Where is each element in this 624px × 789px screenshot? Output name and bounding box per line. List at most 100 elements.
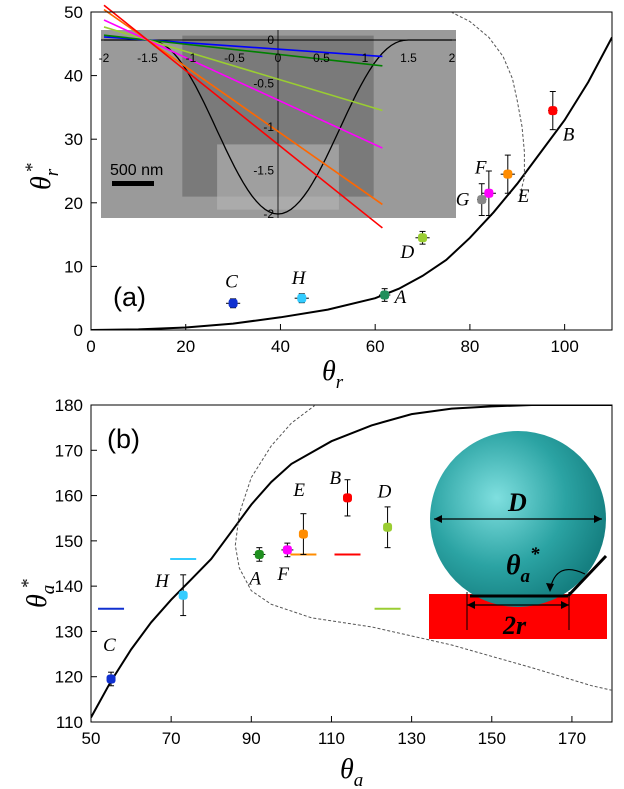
point-label: B bbox=[563, 125, 575, 146]
diameter-arrow-right bbox=[594, 515, 602, 523]
point-label: E bbox=[517, 186, 530, 207]
scale-bar-label: 500 nm bbox=[110, 162, 163, 179]
marker bbox=[477, 195, 487, 205]
point-label: E bbox=[292, 480, 305, 501]
marker bbox=[342, 493, 352, 503]
data-point-g: G bbox=[456, 183, 487, 217]
tangent-line bbox=[103, 4, 383, 229]
x-tick-label: 40 bbox=[271, 337, 290, 356]
inset-y-tick: -1 bbox=[263, 120, 274, 134]
y-tick-label: 140 bbox=[55, 577, 83, 596]
marker bbox=[548, 106, 558, 116]
inset-x-tick: 1.5 bbox=[400, 51, 417, 65]
inset-x-tick: -2 bbox=[99, 51, 110, 65]
y-tick-label: 0 bbox=[74, 321, 83, 340]
inset-x-tick: 0 bbox=[275, 51, 282, 65]
inset-x-tick: 1 bbox=[362, 51, 369, 65]
inset-y-tick: -1.5 bbox=[253, 164, 274, 178]
model-curve-solid bbox=[91, 36, 612, 330]
panel-b: 50 70 90 110 130 150 170 110 120 130 140 150 160 170 1… bbox=[18, 396, 613, 789]
angle-arrowhead bbox=[546, 583, 554, 592]
data-point-h: H bbox=[154, 571, 188, 617]
base-arrow-left bbox=[467, 601, 475, 609]
y-tick-label: 30 bbox=[64, 130, 83, 149]
data-point-c: C bbox=[225, 271, 241, 309]
marker bbox=[228, 298, 238, 308]
x-tick-label: 150 bbox=[478, 729, 506, 748]
y-tick-label: 110 bbox=[56, 713, 83, 732]
y-tick-label: 120 bbox=[55, 668, 83, 687]
x-tick-label: 80 bbox=[460, 337, 479, 356]
diameter-arrow-left bbox=[434, 515, 442, 523]
diameter-label: D bbox=[507, 488, 527, 517]
x-axis-label: θa bbox=[340, 754, 363, 789]
x-axis-label-main: θ bbox=[322, 356, 336, 387]
data-point-a: A bbox=[378, 287, 407, 308]
y-tick-label: 130 bbox=[55, 622, 83, 641]
x-tick-label: 100 bbox=[550, 337, 578, 356]
base-label: 2r bbox=[502, 611, 527, 640]
marker bbox=[298, 529, 308, 539]
y-axis-label-sup: * bbox=[22, 163, 43, 173]
data-point-f: F bbox=[474, 157, 496, 217]
y-tick-label: 20 bbox=[64, 194, 83, 213]
inset-y-tick: -0.5 bbox=[253, 77, 274, 91]
point-label: A bbox=[247, 568, 261, 589]
plot-frame bbox=[90, 404, 613, 723]
y-tick-label: 150 bbox=[55, 532, 83, 551]
y-tick-label: 40 bbox=[64, 67, 83, 86]
marker bbox=[380, 290, 390, 300]
data-point-a: A bbox=[247, 547, 266, 589]
panel-label: (b) bbox=[107, 424, 140, 454]
angle-label-sub: a bbox=[521, 566, 531, 587]
inset-x-tick: 0.5 bbox=[313, 51, 330, 65]
point-label: C bbox=[103, 635, 116, 656]
angle-label-sup: * bbox=[530, 544, 540, 565]
data-point-e: E bbox=[292, 480, 308, 555]
angle-label: θa* bbox=[506, 544, 540, 587]
panel-label: (a) bbox=[113, 282, 146, 312]
x-tick-label: 110 bbox=[318, 729, 345, 748]
data-point-b: B bbox=[329, 468, 352, 517]
point-label: F bbox=[474, 157, 487, 178]
data-point-d: D bbox=[400, 230, 430, 263]
x-axis-label-sub: a bbox=[354, 770, 364, 789]
data-point-f: F bbox=[276, 542, 294, 585]
x-tick-label: 0 bbox=[86, 337, 95, 356]
y-axis-label: θa* bbox=[18, 579, 59, 608]
marker bbox=[254, 549, 264, 559]
inset-x-tick: -1.5 bbox=[137, 51, 158, 65]
point-label: H bbox=[154, 571, 170, 592]
scale-bar bbox=[112, 181, 154, 186]
data-point-c: C bbox=[103, 635, 116, 687]
data-point-b: B bbox=[548, 91, 575, 146]
inset-y-tick: -2 bbox=[263, 207, 274, 221]
point-label: C bbox=[225, 271, 238, 292]
model-curve-dashed bbox=[234, 405, 612, 691]
droplet-inset: D 2r θa* bbox=[429, 431, 608, 640]
y-axis-label-sup: * bbox=[18, 579, 39, 589]
y-axis-label-sub: a bbox=[38, 585, 59, 595]
point-label: B bbox=[329, 468, 341, 489]
y-tick-label: 160 bbox=[55, 487, 83, 506]
y-tick-label: 180 bbox=[55, 396, 83, 415]
plot-frame bbox=[90, 11, 613, 331]
x-axis-label: θr bbox=[322, 356, 344, 393]
model-curve-solid bbox=[91, 405, 612, 718]
x-tick-label: 130 bbox=[397, 729, 425, 748]
inset-y-tick: 0 bbox=[267, 33, 274, 47]
data-point-d: D bbox=[377, 481, 393, 549]
x-axis-label-sub: r bbox=[336, 372, 344, 393]
angle-label-main: θ bbox=[506, 550, 521, 581]
x-tick-label: 60 bbox=[366, 337, 385, 356]
marker bbox=[297, 293, 307, 303]
x-axis-label-main: θ bbox=[340, 754, 354, 785]
x-tick-label: 170 bbox=[558, 729, 586, 748]
point-label: G bbox=[456, 190, 470, 211]
marker bbox=[106, 674, 116, 684]
marker bbox=[383, 522, 393, 532]
x-tick-label: 50 bbox=[82, 729, 101, 748]
y-axis-label-main: θ bbox=[26, 176, 57, 190]
